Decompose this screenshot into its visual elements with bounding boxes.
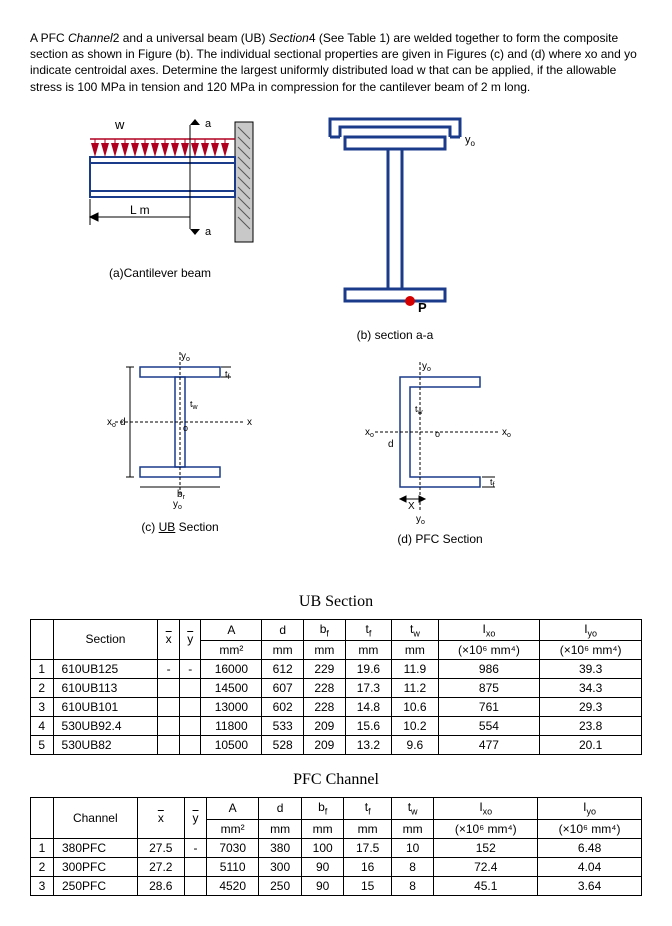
svg-text:yo: yo <box>416 514 425 526</box>
svg-text:yo: yo <box>422 361 431 373</box>
svg-text:yo: yo <box>173 499 182 511</box>
table-row: 1380PFC27.5-703038010017.5101526.48 <box>31 838 642 857</box>
col-ybar <box>187 632 193 646</box>
table-row: 1610UB125--1600061222919.611.998639.3 <box>31 660 642 679</box>
svg-text:yo: yo <box>181 351 190 363</box>
svg-text:xo: xo <box>502 427 511 439</box>
composite-svg: P yo <box>305 107 485 337</box>
figure-a: w a a L m (a)Cantilever beam <box>60 107 260 280</box>
svg-text:d: d <box>388 439 394 450</box>
svg-text:d: d <box>120 417 126 428</box>
col-section: Section <box>53 619 158 659</box>
svg-text:tw: tw <box>415 404 424 416</box>
svg-text:x: x <box>247 417 252 428</box>
svg-text:xo: xo <box>107 417 116 429</box>
ub-table: Section A d bf tf tw Ixo Iyo mm² mm mm m… <box>30 619 642 755</box>
svg-text:X: X <box>408 501 415 512</box>
svg-text:o: o <box>435 429 440 439</box>
svg-text:br: br <box>177 489 186 501</box>
table-row: 4530UB92.41180053320915.610.255423.8 <box>31 717 642 736</box>
figures-panel: w a a L m (a)Cantilever beam <box>30 107 642 577</box>
text: A PFC <box>30 31 68 45</box>
svg-text:tw: tw <box>190 399 199 411</box>
problem-statement: A PFC Channel2 and a universal beam (UB)… <box>30 30 642 95</box>
channel-italic: Channel <box>68 31 113 45</box>
section-italic: Section <box>269 31 309 45</box>
svg-text:P: P <box>418 300 427 315</box>
fig-c-label: (c) UB Section <box>141 520 218 534</box>
col-xbar <box>166 632 172 646</box>
svg-text:a: a <box>205 226 212 238</box>
table-row: 2300PFC27.251103009016872.44.04 <box>31 857 642 876</box>
table-row: 3250PFC28.645202509015845.13.64 <box>31 876 642 895</box>
figure-c: yo yo xo x o d br tf tw (c) UB Section <box>95 347 265 534</box>
table-row: 5530UB821050052820913.29.647720.1 <box>31 736 642 755</box>
table-row: 2610UB1131450060722817.311.287534.3 <box>31 679 642 698</box>
text: 2 and a universal beam (UB) <box>113 31 269 45</box>
fig-a-label: (a)Cantilever beam <box>60 266 260 280</box>
svg-text:tf: tf <box>225 369 230 381</box>
svg-text:xo: xo <box>365 427 374 439</box>
figure-b: P yo (b) section a-a <box>305 107 485 342</box>
pfc-title: PFC Channel <box>30 771 642 789</box>
cantilever-svg: w a a L m <box>60 107 260 257</box>
svg-text:a: a <box>205 118 212 130</box>
pfc-table: Channel A d bf tf tw Ixo Iyo mm² mm mm m… <box>30 797 642 895</box>
table-row: 3610UB1011300060222814.810.676129.3 <box>31 698 642 717</box>
ub-svg: yo yo xo x o d br tf tw <box>95 347 265 527</box>
ub-title: UB Section <box>30 593 642 611</box>
figure-d: yo yo xo xo o tw tf d X (d) PFC Section <box>340 357 540 546</box>
svg-text:L m: L m <box>130 203 150 217</box>
pfc-svg: yo yo xo xo o tw tf d X <box>340 357 540 537</box>
svg-text:yo: yo <box>465 134 476 148</box>
svg-text:o: o <box>183 423 188 433</box>
col-channel: Channel <box>53 798 137 838</box>
w-label: w <box>114 117 125 132</box>
